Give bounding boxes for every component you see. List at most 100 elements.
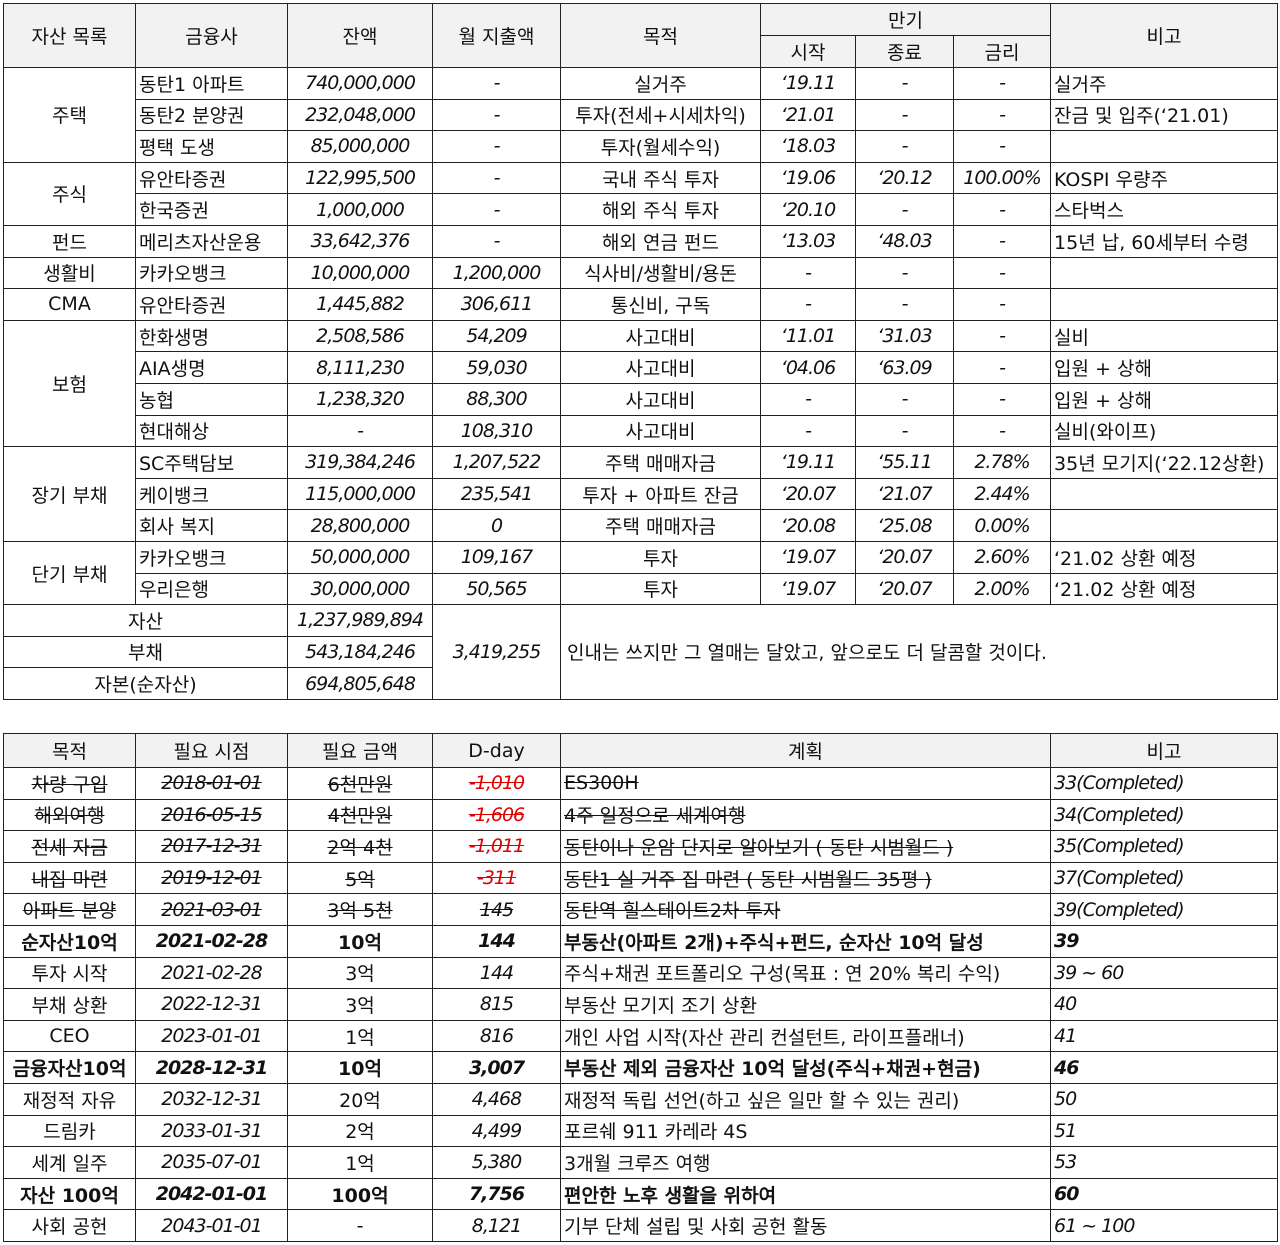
purpose-cell: 사고대비 bbox=[560, 319, 761, 353]
remarks-cell bbox=[1050, 288, 1279, 321]
balance-cell: 28,800,000 bbox=[287, 509, 433, 542]
required-amount-cell: 1억 bbox=[287, 1146, 433, 1179]
goal-row: 사회 공헌 2043-01-01-8,121 기부 단체 설립 및 사회 공헌 활동… bbox=[3, 1209, 1278, 1242]
goal-cell: 재정적 자유 bbox=[3, 1082, 136, 1116]
asset-row: 주택 동탄1 아파트 740,000,000- 실거주 ‘19.11- - 실거주 bbox=[3, 67, 1279, 163]
goal-cell: 전세 자금 bbox=[3, 830, 136, 863]
d-day-cell: 3,007 bbox=[432, 1051, 561, 1084]
remarks-cell bbox=[1050, 256, 1279, 290]
start-cell: - bbox=[760, 414, 856, 448]
asset-row: 농협 1,238,320 88,300 사고대비 - - - 입원 + 상해 bbox=[4, 382, 1279, 416]
balance-cell: 232,048,000 bbox=[287, 98, 433, 132]
monthly-total: 3,419,255 bbox=[432, 604, 561, 700]
remarks-cell: 실비(와이프) bbox=[1050, 414, 1279, 448]
rate-cell: - bbox=[952, 288, 1052, 321]
purpose-cell: 사고대비 bbox=[560, 351, 761, 384]
institution-cell: 케이뱅크 bbox=[135, 477, 288, 511]
end-cell: ‘21.07 bbox=[855, 477, 954, 511]
target-date-cell: 2033-01-31 bbox=[135, 1114, 288, 1148]
goal-row: 세계 일주 2035-07-01 1억 5,380 3개월 크루즈 여행 53 bbox=[3, 1146, 1278, 1179]
header-required-amount: 필요 금액 bbox=[287, 733, 433, 768]
monthly-expense-cell: 50,565 bbox=[432, 572, 561, 606]
d-day-cell: 144 bbox=[432, 956, 561, 990]
goal-row: 드림카 2033-01-31 2억 4,499 포르쉐 911 카레라 4S 51 bbox=[3, 1114, 1278, 1148]
monthly-expense-cell: 235,541 bbox=[432, 477, 561, 511]
header-start: 시작 bbox=[760, 35, 856, 68]
target-date-cell: 2043-01-01 bbox=[135, 1209, 288, 1242]
remarks-cell: 33(Completed) bbox=[1050, 767, 1278, 800]
start-cell: ‘18.03 bbox=[760, 130, 856, 163]
remarks-cell bbox=[1050, 509, 1279, 542]
start-cell: ‘20.10 bbox=[760, 193, 856, 226]
target-date-cell: 2035-07-01 bbox=[135, 1146, 288, 1179]
purpose-cell: 국내 주식 투자 bbox=[560, 161, 761, 195]
goal-cell: 부채 상환 bbox=[3, 988, 136, 1021]
asset-category: 장기 부채 bbox=[3, 446, 136, 542]
goal-row: 투자 시작 2021-02-28 3억 144 주식+채권 포트폴리오 구성(목표 : … bbox=[3, 956, 1278, 990]
summary-value: 1,237,989,894 bbox=[287, 604, 433, 637]
goal-row: 순자산10억 2021-02-28 10억 144 부동산(아파트 2개)+주식+펀드,… bbox=[3, 924, 1278, 958]
rate-cell: - bbox=[952, 256, 1052, 290]
start-cell: ‘11.01 bbox=[760, 319, 856, 353]
start-cell: - bbox=[760, 288, 856, 321]
target-date-cell: 2021-03-01 bbox=[135, 893, 288, 926]
end-cell: - bbox=[855, 67, 954, 100]
asset-category: 보험 bbox=[3, 319, 136, 448]
balance-cell: 1,000,000 bbox=[287, 193, 433, 226]
remarks-cell: 46 bbox=[1050, 1051, 1278, 1084]
remarks-cell: 15년 납, 60세부터 수령 bbox=[1050, 224, 1279, 258]
institution-cell: AIA생명 bbox=[135, 351, 288, 384]
plan-cell: 부동산(아파트 2개)+주식+펀드, 순자산 10억 달성 bbox=[560, 924, 1051, 958]
header-rate: 금리 bbox=[952, 35, 1052, 68]
purpose-cell: 투자 + 아파트 잔금 bbox=[560, 477, 761, 511]
header-category: 자산 목록 bbox=[3, 3, 136, 68]
balance-cell: 2,508,586 bbox=[287, 319, 433, 353]
required-amount-cell: 3억 bbox=[287, 956, 433, 990]
plan-cell: 포르쉐 911 카레라 4S bbox=[560, 1114, 1051, 1148]
summary-value: 694,805,648 bbox=[287, 667, 433, 700]
remarks-cell: 39 ~ 60 bbox=[1050, 956, 1278, 990]
purpose-cell: 투자(월세수익) bbox=[560, 130, 761, 163]
monthly-expense-cell: 88,300 bbox=[432, 382, 561, 416]
summary-row: 자본(순자산) 694,805,648 bbox=[3, 667, 1278, 700]
rate-cell: - bbox=[952, 193, 1052, 226]
remarks-cell: KOSPI 우량주 bbox=[1050, 161, 1279, 195]
goal-row: 아파트 분양 2021-03-01 3억 5천 145 동탄역 힐스테이트2차 투자 39… bbox=[3, 893, 1278, 926]
plan-cell: 부동산 제외 금융자산 10억 달성(주식+채권+현금) bbox=[560, 1051, 1051, 1084]
summary-label: 부채 bbox=[3, 635, 288, 669]
asset-row: 보험 한화생명 2,508,586 54,209 사고대비 ‘11.01 ‘31.03- 실비 bbox=[3, 319, 1279, 448]
purpose-cell: 투자 bbox=[560, 540, 761, 574]
required-amount-cell: 6천만원 bbox=[287, 767, 433, 800]
institution-cell: 동탄1 아파트 bbox=[135, 67, 288, 100]
end-cell: ‘31.03 bbox=[855, 319, 954, 353]
target-date-cell: 2019-12-01 bbox=[135, 861, 288, 895]
remarks-cell: ‘21.02 상환 예정 bbox=[1050, 540, 1279, 574]
purpose-cell: 주택 매매자금 bbox=[560, 509, 761, 542]
remarks-cell bbox=[1050, 477, 1279, 511]
monthly-expense-cell: 108,310 bbox=[432, 414, 561, 448]
remarks-cell: 61 ~ 100 bbox=[1050, 1209, 1278, 1242]
goals-table: 목적 필요 시점 필요 금액 D-day 계획 비고 차량 구입 2018-01-01 6천만… bbox=[3, 733, 1278, 1242]
goal-row: 전세 자금 2017-12-31 2억 4천 -1,011 동탄이나 운암 단지로 알아… bbox=[3, 830, 1278, 863]
monthly-expense-cell: - bbox=[432, 224, 561, 258]
d-day-cell: 4,468 bbox=[432, 1082, 561, 1116]
balance-cell: 122,995,500 bbox=[287, 161, 433, 195]
purpose-cell: 해외 주식 투자 bbox=[560, 193, 761, 226]
monthly-expense-cell: - bbox=[432, 98, 561, 132]
remarks-cell: 34(Completed) bbox=[1050, 798, 1278, 832]
d-day-cell: 5,380 bbox=[432, 1146, 561, 1179]
d-day-cell: 8,121 bbox=[432, 1209, 561, 1242]
balance-cell: 50,000,000 bbox=[287, 540, 433, 574]
target-date-cell: 2021-02-28 bbox=[135, 956, 288, 990]
institution-cell: 동탄2 분양권 bbox=[135, 98, 288, 132]
remarks-cell: 40 bbox=[1050, 988, 1278, 1021]
goal-row: 자산 100억 2042-01-01 100억 7,756 편안한 노후 생활을 위하여… bbox=[3, 1177, 1278, 1211]
institution-cell: SC주택담보 bbox=[135, 446, 288, 479]
balance-cell: 33,642,376 bbox=[287, 224, 433, 258]
plan-cell: 재정적 독립 선언(하고 싶은 일만 할 수 있는 권리) bbox=[560, 1082, 1051, 1116]
d-day-cell: 145 bbox=[432, 893, 561, 926]
monthly-expense-cell: - bbox=[432, 193, 561, 226]
asset-category: 주택 bbox=[3, 67, 136, 163]
remarks-cell: 37(Completed) bbox=[1050, 861, 1278, 895]
header-plan: 계획 bbox=[560, 733, 1051, 768]
